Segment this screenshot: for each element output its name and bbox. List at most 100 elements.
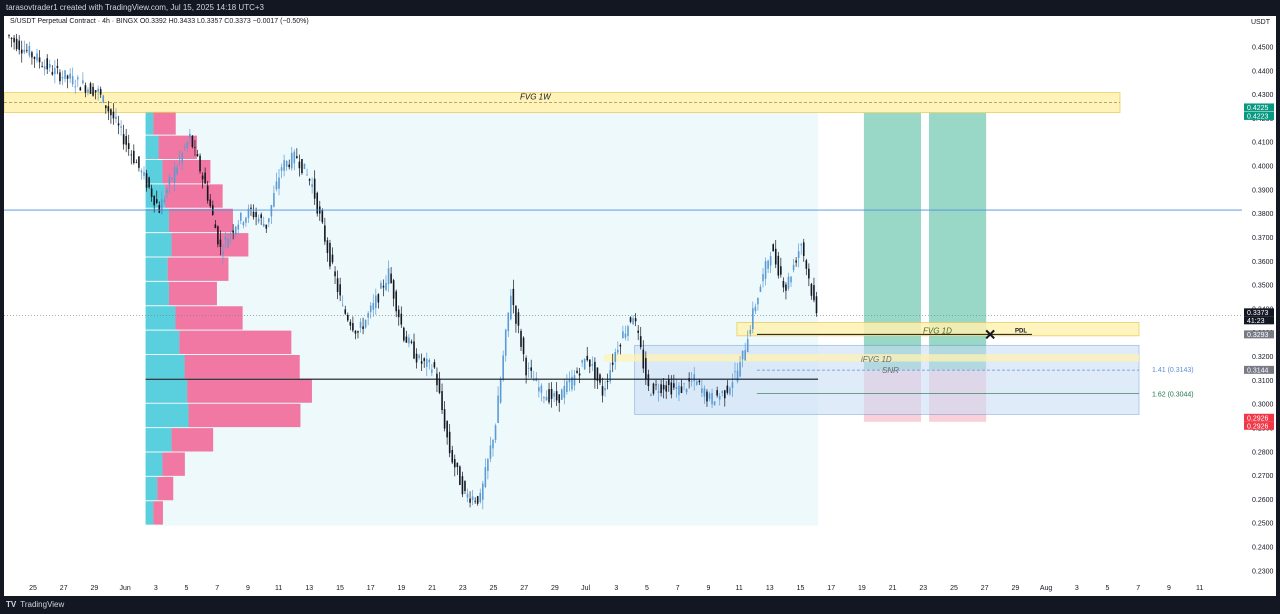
pdl-label: PDL (1015, 328, 1027, 334)
candle-body (545, 396, 548, 401)
time-tick-label: 7 (215, 585, 219, 592)
candle-body (36, 53, 38, 61)
candle-body (64, 70, 66, 79)
candle-body (512, 288, 515, 306)
candle-body (117, 123, 120, 126)
candle-body (387, 268, 390, 285)
candle-body (517, 312, 520, 326)
candle-body (204, 172, 206, 184)
candle-body (685, 389, 688, 393)
candle-body (499, 378, 502, 403)
candle-body (507, 312, 510, 332)
candle-body (736, 370, 739, 382)
candle-body (548, 389, 550, 403)
candle-body (453, 459, 456, 468)
candle-body (637, 330, 639, 333)
candle-body (92, 86, 94, 96)
candle-body (178, 157, 181, 160)
candle-body (711, 392, 713, 405)
time-tick-label: 15 (336, 585, 344, 592)
candle-body (150, 188, 153, 197)
candle-body (568, 380, 571, 383)
candle-body (296, 156, 298, 158)
candle-body (326, 240, 329, 253)
price-unit[interactable]: USDT (1250, 19, 1270, 26)
candle-body (431, 369, 433, 373)
time-tick-label: 21 (428, 585, 436, 592)
candle-body (716, 390, 718, 396)
candle-body (252, 211, 255, 218)
candle-body (563, 386, 566, 398)
candle-body (688, 378, 690, 382)
volume-profile-down-bar (157, 476, 174, 501)
candle-body (33, 57, 36, 60)
candle-body (8, 35, 10, 37)
chart-canvas[interactable]: FVG 1W FVG 1D iFVG 1D SNR PDL 1.41 (0.3143) 1.… (4, 16, 1276, 596)
candle-body (265, 224, 268, 229)
price-badge-label: 0.4225 (1247, 105, 1269, 112)
candle-body (525, 357, 527, 376)
candle-body (290, 152, 293, 169)
candle-body (680, 386, 683, 393)
fvg-1w-label: FVG 1W (520, 93, 552, 102)
candle-body (41, 66, 43, 67)
price-chart[interactable]: FVG 1W FVG 1D iFVG 1D SNR PDL 1.41 (0.3143) 1.… (4, 16, 1276, 596)
candle-body (558, 394, 561, 403)
price-tick-label: 0.2600 (1252, 497, 1274, 504)
candle-body (250, 207, 252, 209)
price-badge-label: 0.3293 (1247, 332, 1269, 339)
candle-body (701, 388, 703, 393)
candle-body (581, 360, 583, 363)
candle-body (331, 254, 334, 263)
volume-profile-down-bar (171, 428, 214, 452)
candle-body (48, 63, 51, 68)
candle-body (642, 349, 645, 369)
tradingview-logo-icon[interactable]: TV TradingView (6, 600, 65, 609)
candle-body (270, 205, 273, 217)
candle-body (240, 212, 242, 221)
volume-profile-up-bar (145, 111, 154, 135)
time-tick-label: 7 (1136, 585, 1140, 592)
time-tick-label: 27 (60, 585, 68, 592)
volume-profile-up-bar (145, 184, 166, 208)
candle-body (476, 496, 479, 504)
candle-body (540, 385, 543, 393)
price-tick-label: 0.3800 (1252, 211, 1274, 218)
candle-body (627, 326, 629, 337)
time-tick-label: 11 (1196, 585, 1203, 592)
candle-body (87, 89, 89, 93)
candle-body (469, 498, 471, 503)
volume-profile-up-bar (145, 208, 169, 233)
price-badge-label: 0.3373 (1247, 310, 1269, 317)
candle-body (313, 178, 316, 199)
candle-body (497, 395, 499, 424)
time-tick-label: 13 (766, 585, 774, 592)
candle-body (138, 156, 140, 168)
candle-body (125, 136, 127, 145)
candle-body (459, 466, 461, 485)
time-tick-label: 17 (367, 585, 375, 592)
time-axis[interactable]: 25 27 29 Jun 3 5 7 9 11 13 15 17 19 21 23 25 27 29 Jul 3 5 7 9… (4, 578, 1276, 596)
candle-body (413, 341, 415, 359)
candle-body (262, 223, 265, 227)
candle-body (194, 147, 196, 148)
time-tick-label: 21 (889, 585, 897, 592)
candle-body (446, 421, 448, 438)
time-tick-label: 29 (91, 585, 99, 592)
candle-body (774, 248, 777, 265)
symbol-name[interactable]: S/USDT Perpetual Contract · 4h · BINGX (10, 18, 138, 25)
candle-body (772, 244, 774, 252)
volume-profile-up-bar (145, 428, 172, 452)
candle-body (443, 409, 446, 429)
candle-body (273, 192, 275, 207)
candle-body (74, 86, 77, 88)
price-tick-label: 0.3900 (1252, 187, 1274, 194)
candle-body (293, 151, 296, 164)
price-axis[interactable]: 0.45000.44000.43000.42000.41000.40000.39… (1242, 16, 1276, 596)
candle-body (802, 242, 805, 257)
time-tick-label: Jun (119, 585, 130, 592)
candle-body (482, 483, 484, 500)
volume-profile-up-bar (145, 379, 188, 403)
candle-body (805, 260, 808, 269)
candle-body (787, 276, 790, 289)
